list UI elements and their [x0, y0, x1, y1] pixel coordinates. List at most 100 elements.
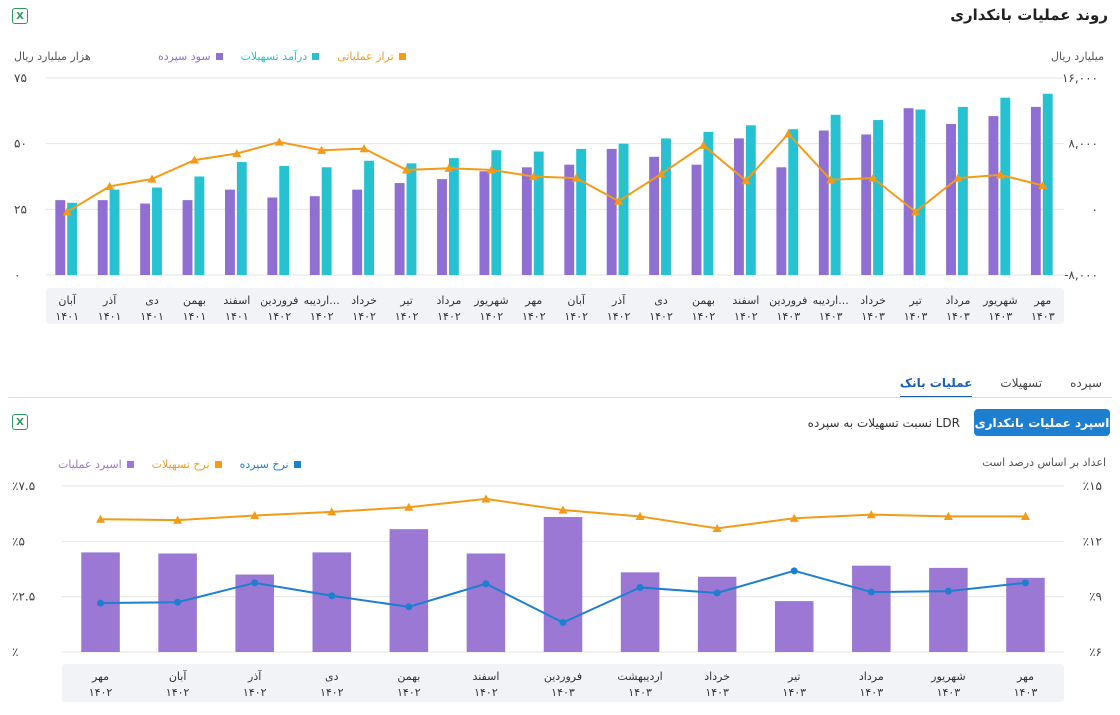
point-marker [635, 511, 645, 521]
point-marker [402, 165, 412, 174]
point-marker [105, 181, 115, 190]
x-tick-label: اسفند [732, 294, 759, 307]
bar [235, 574, 274, 652]
y-tick-left: ٪ [12, 645, 18, 659]
bottom-legend: نرخ سپرده نرخ تسهیلات اسپرد عملیات [58, 458, 301, 471]
excel-export-icon-2[interactable]: X [12, 414, 28, 430]
bar [406, 163, 417, 275]
bar [267, 197, 278, 275]
legend-item-spread[interactable]: اسپرد عملیات [58, 458, 134, 471]
x-tick-label: اردیبه... [813, 294, 849, 307]
spread-button[interactable]: اسپرد عملیات بانکداری [974, 409, 1110, 436]
bar [649, 156, 660, 275]
tab-bar: سپرده تسهیلات عملیات بانک [899, 374, 1102, 398]
legend-item-loan-rate[interactable]: نرخ تسهیلات [152, 458, 222, 471]
y-tick-right: ٪۶ [1089, 645, 1102, 659]
excel-export-icon[interactable]: X [12, 8, 28, 24]
x-tick-year: ۱۴۰۳ [859, 686, 883, 699]
bar [852, 565, 891, 652]
bar [491, 150, 502, 275]
bar [521, 167, 532, 275]
bar [479, 171, 490, 275]
bar [733, 138, 744, 275]
point-marker [995, 170, 1005, 179]
point-marker [444, 163, 454, 172]
ldr-button[interactable]: نسبت تسهیلات به سپرده LDR [807, 415, 960, 430]
x-tick-year: ۱۴۰۳ [946, 310, 970, 323]
legend-label: سود سپرده [158, 50, 211, 63]
x-tick-label: اسفند [223, 294, 250, 307]
point-marker [790, 567, 798, 575]
tab-divider [8, 397, 1112, 398]
y-tick-right: ۰ [1092, 202, 1098, 216]
x-tick-label: فروردین [769, 294, 807, 307]
legend-item-operating-balance[interactable]: تراز عملیاتی [337, 50, 406, 63]
bar [691, 164, 702, 275]
x-tick-year: ۱۴۰۳ [628, 686, 652, 699]
bar [564, 164, 575, 275]
bar [903, 108, 914, 275]
x-tick-label: آذر [102, 293, 117, 307]
x-tick-year: ۱۴۰۳ [705, 686, 729, 699]
legend-item-deposit-interest[interactable]: سود سپرده [158, 50, 223, 63]
x-tick-label: تیر [787, 670, 800, 683]
x-tick-label: دی [654, 294, 668, 307]
tab-bank-operations[interactable]: عملیات بانک [899, 374, 973, 398]
point-marker [97, 599, 105, 607]
y-tick-right: ٪۱۲ [1083, 534, 1102, 548]
bar [140, 203, 151, 275]
x-tick-label: دی [145, 294, 159, 307]
bar [364, 160, 375, 275]
legend-label: درآمد تسهیلات [240, 50, 308, 63]
bar [1042, 93, 1053, 275]
bar [703, 131, 714, 275]
bar [776, 167, 787, 275]
point-marker [250, 511, 260, 520]
bar [389, 529, 429, 652]
bar [67, 202, 78, 275]
point-marker [868, 173, 878, 182]
x-tick-year: ۱۴۰۲ [734, 310, 758, 323]
point-marker [911, 207, 921, 216]
x-tick-label: اردیبهشت [617, 670, 662, 683]
point-marker [953, 173, 963, 182]
legend-item-loan-income[interactable]: درآمد تسهیلات [241, 50, 320, 63]
point-marker [741, 176, 751, 185]
bar [312, 552, 352, 652]
x-tick-year: ۱۴۰۲ [89, 686, 113, 699]
x-axis-band [46, 288, 1064, 324]
bar [745, 125, 756, 275]
point-marker [558, 505, 568, 514]
point-marker [783, 129, 793, 138]
bar [697, 576, 737, 652]
bar [861, 134, 872, 275]
tab-loans[interactable]: تسهیلات [1000, 376, 1043, 390]
bar [774, 601, 814, 652]
legend-item-deposit-rate[interactable]: نرخ سپرده [240, 458, 301, 471]
point-marker [481, 494, 491, 503]
point-marker [1020, 511, 1030, 521]
point-marker [327, 507, 337, 516]
x-tick-year: ۱۴۰۲ [480, 310, 504, 323]
y-tick-left: ۷۵ [14, 71, 27, 85]
right-axis-unit: میلیارد ریال [1051, 50, 1104, 63]
point-marker [1038, 181, 1048, 190]
y-tick-left: ٪۷.۵ [12, 479, 35, 493]
point-marker [317, 145, 327, 154]
x-tick-year: ۱۴۰۳ [1031, 310, 1055, 323]
x-tick-year: ۱۴۰۲ [564, 310, 588, 323]
bar [152, 187, 162, 275]
x-tick-year: ۱۴۰۳ [819, 310, 843, 323]
x-tick-label: شهریور [982, 294, 1017, 307]
x-tick-year: ۱۴۰۲ [395, 310, 419, 323]
x-tick-year: ۱۴۰۳ [904, 310, 928, 323]
x-tick-year: ۱۴۰۲ [320, 686, 344, 699]
y-tick-left: ۲۵ [14, 202, 27, 216]
bar [606, 148, 617, 275]
x-tick-year: ۱۴۰۲ [607, 310, 631, 323]
x-tick-label: اردیبه... [304, 294, 340, 307]
point-marker [62, 207, 72, 216]
bar [224, 189, 235, 275]
tab-deposits[interactable]: سپرده [1070, 376, 1102, 390]
point-marker [189, 155, 199, 164]
